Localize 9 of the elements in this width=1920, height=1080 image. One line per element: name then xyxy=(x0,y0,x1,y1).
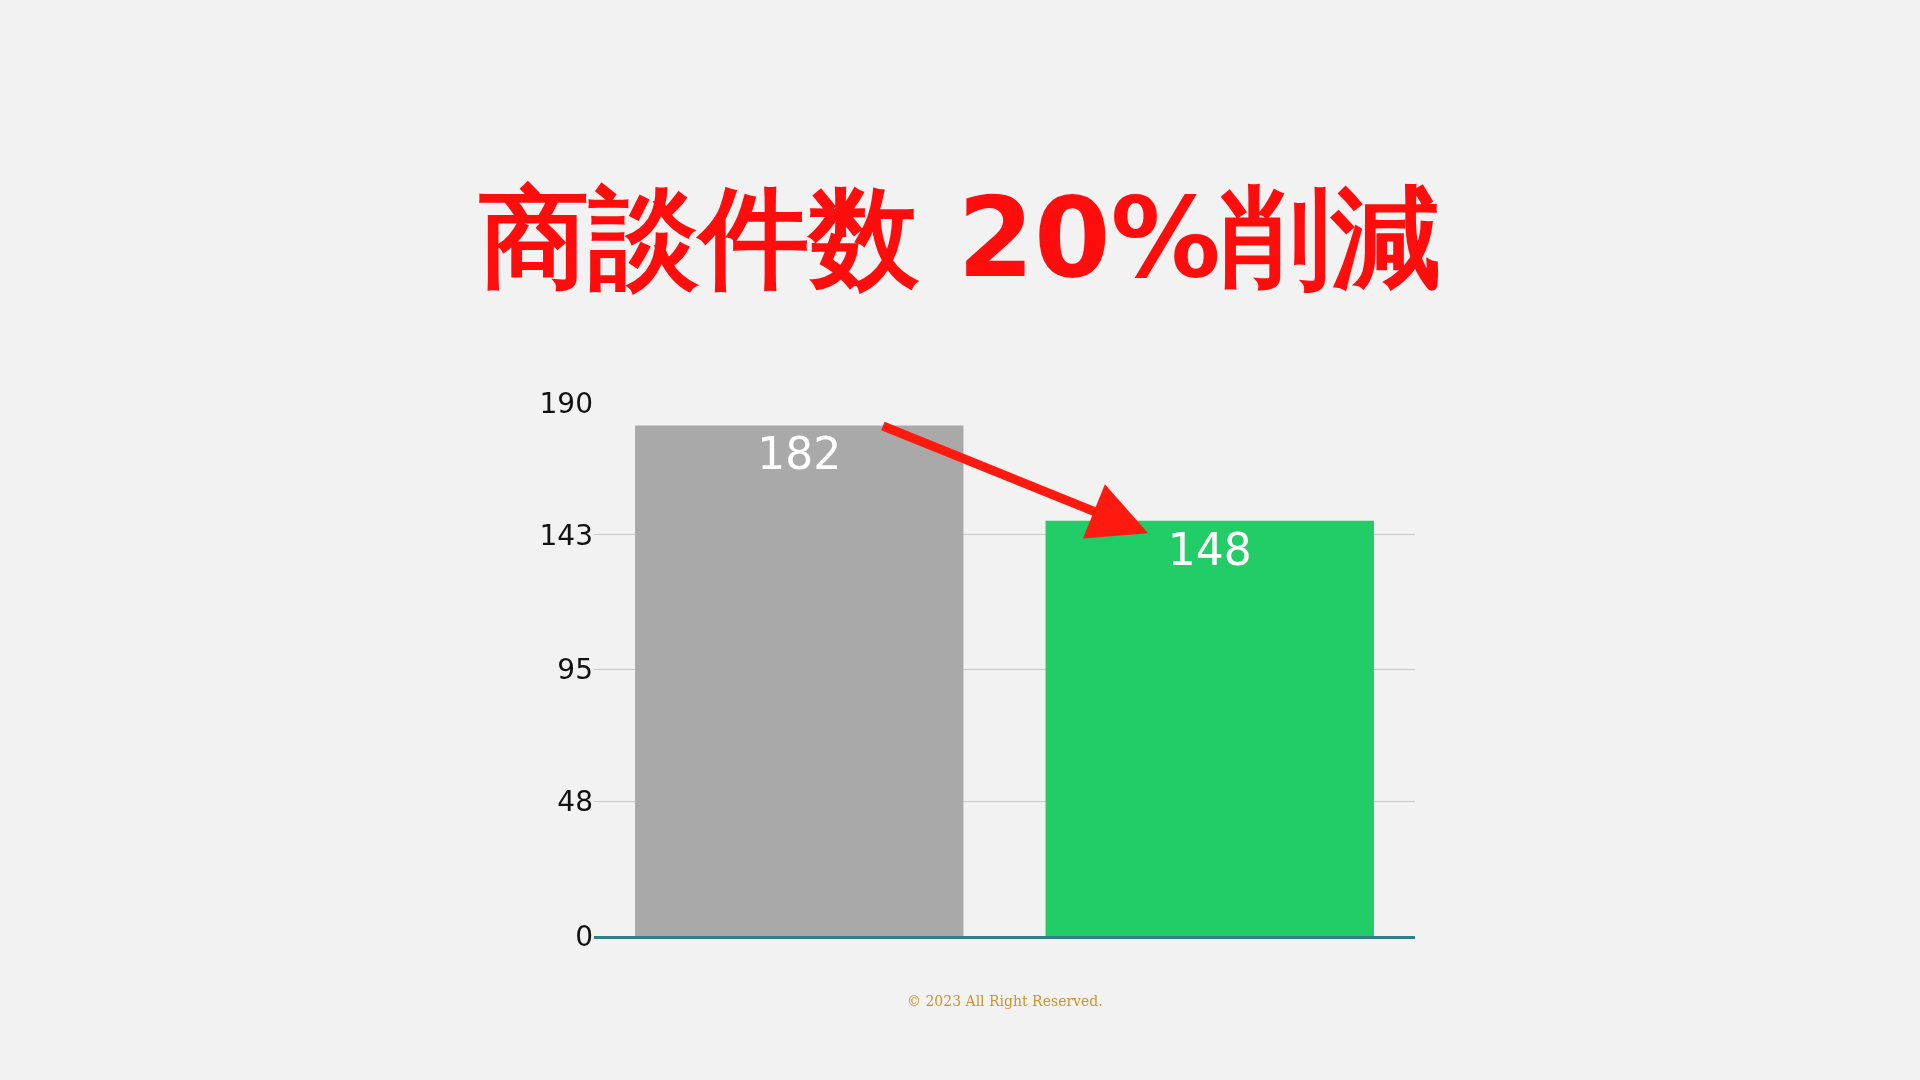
y-tick-label: 0 xyxy=(575,919,593,953)
y-tick-label: 95 xyxy=(557,653,593,687)
y-tick-label: 48 xyxy=(557,785,593,819)
text: © 2023 All Right Reserved. xyxy=(907,993,1103,1009)
data-label: 148 xyxy=(1167,523,1252,575)
y-tick-label: 190 xyxy=(539,386,593,420)
chart-title: 商談件数 20%削減 xyxy=(479,174,1441,303)
y-tick-label: 143 xyxy=(539,518,593,552)
data-label: 182 xyxy=(757,428,842,480)
